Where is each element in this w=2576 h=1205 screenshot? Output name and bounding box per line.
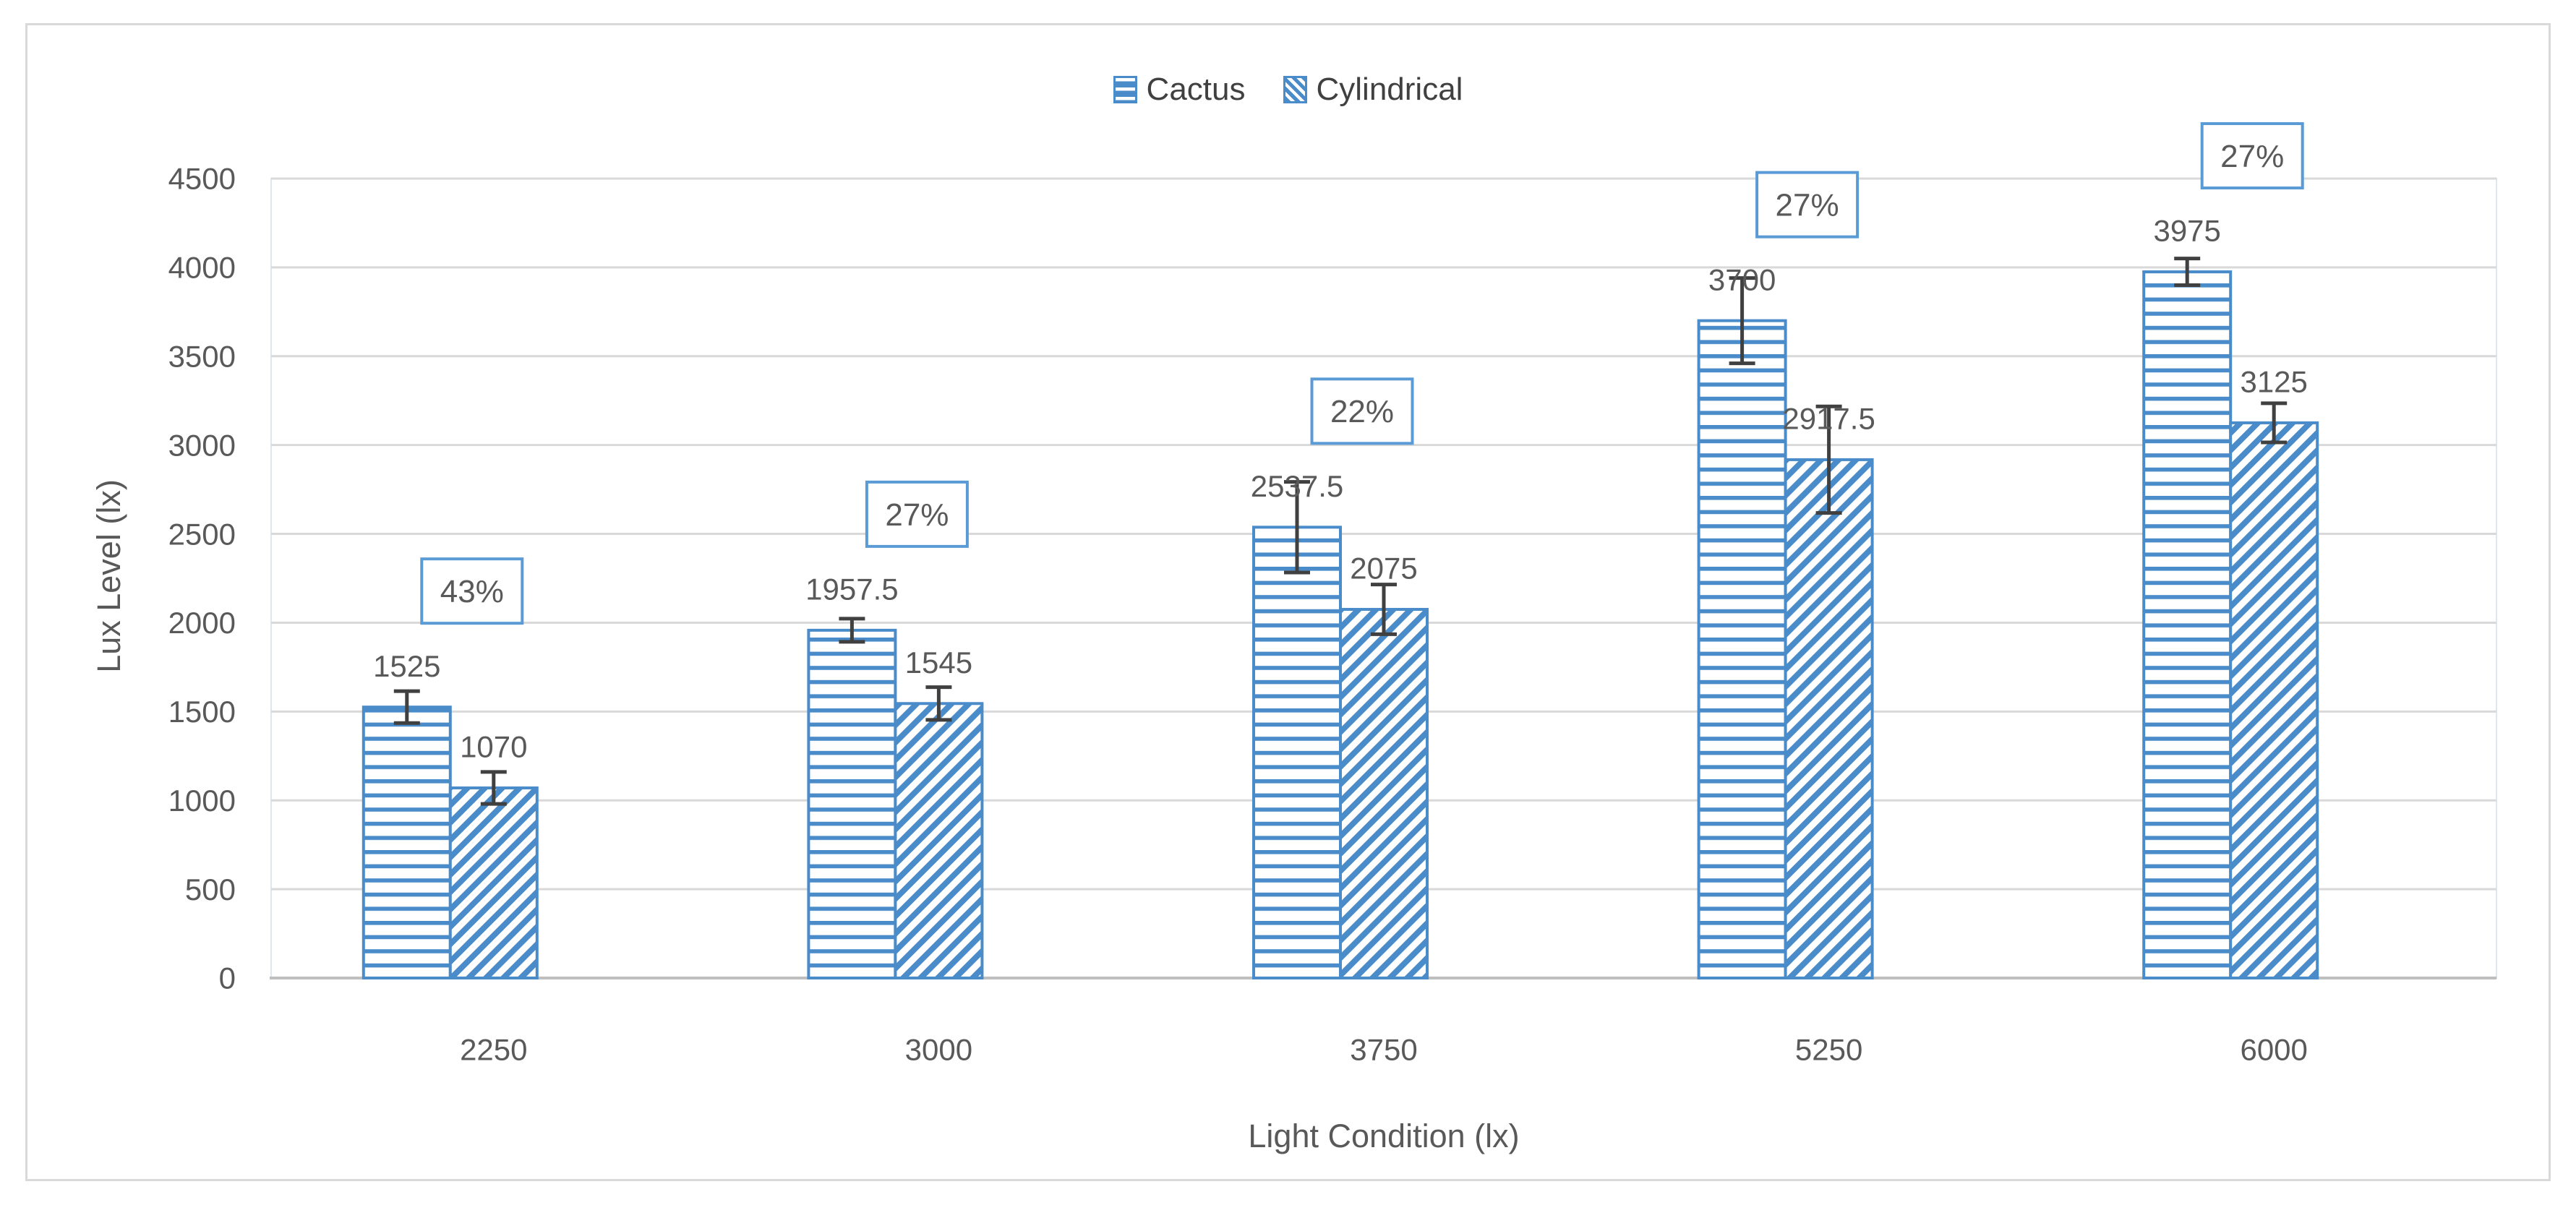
bar-cylindrical-3000[interactable] bbox=[894, 702, 984, 979]
y-tick-500: 500 bbox=[185, 872, 236, 906]
y-tick-4500: 4500 bbox=[168, 162, 236, 196]
x-tick-2250: 2250 bbox=[460, 1033, 527, 1067]
percent-box-3000[interactable] bbox=[865, 480, 969, 548]
data-label-cactus-6000: 3975 bbox=[2153, 214, 2220, 248]
legend-item-cactus[interactable]: Cactus bbox=[1113, 74, 1246, 106]
bar-cactus-6000[interactable] bbox=[2142, 270, 2233, 979]
data-label-cactus-3750: 2537.5 bbox=[1251, 469, 1343, 503]
percent-label-6000: 27% bbox=[2220, 139, 2284, 174]
percent-label-3000: 27% bbox=[885, 497, 949, 533]
x-tick-5250: 5250 bbox=[1795, 1033, 1862, 1067]
y-tick-3500: 3500 bbox=[168, 339, 236, 373]
legend-label: Cylindrical bbox=[1316, 72, 1463, 107]
error-bar-cylindrical-6000 bbox=[2261, 401, 2288, 445]
y-axis-title: Lux Level (lx) bbox=[90, 479, 127, 673]
data-label-cylindrical-5250: 2917.5 bbox=[1782, 402, 1875, 436]
data-label-cactus-2250: 1525 bbox=[373, 649, 440, 683]
error-bars bbox=[393, 257, 2288, 806]
data-labels: 1525 1957.5 2537.5 3700 3975 1070 1545 2075 2917… bbox=[373, 214, 2308, 764]
x-tick-3000: 3000 bbox=[905, 1033, 972, 1067]
bar-cylindrical-2250[interactable] bbox=[448, 786, 539, 980]
percent-box-5250[interactable] bbox=[1755, 171, 1860, 239]
error-bar-cactus-3000 bbox=[839, 617, 865, 644]
error-bar-cactus-5250 bbox=[1729, 276, 1755, 366]
y-tick-1000: 1000 bbox=[168, 784, 236, 818]
data-label-cylindrical-3000: 1545 bbox=[905, 646, 972, 679]
error-bar-cylindrical-2250 bbox=[480, 770, 507, 806]
error-bar-cylindrical-5250 bbox=[1815, 404, 1842, 515]
error-bar-cactus-2250 bbox=[393, 689, 420, 725]
legend: Cactus Cylindrical bbox=[0, 74, 2576, 106]
error-bar-cylindrical-3750 bbox=[1371, 583, 1397, 636]
legend-item-cylindrical[interactable]: Cylindrical bbox=[1283, 74, 1463, 106]
y-tick-0: 0 bbox=[219, 961, 236, 995]
bar-cactus-5250[interactable] bbox=[1697, 319, 1787, 980]
x-tick-6000: 6000 bbox=[2240, 1033, 2307, 1067]
bar-cylindrical-5250[interactable] bbox=[1784, 458, 1874, 979]
data-label-cylindrical-2250: 1070 bbox=[460, 730, 527, 764]
y-tick-2000: 2000 bbox=[168, 606, 236, 640]
axis-tick-labels: 0 500 1000 1500 2000 2500 3000 3500 4000 4500 2250… bbox=[168, 162, 2308, 1067]
y-tick-1500: 1500 bbox=[168, 695, 236, 729]
percent-box-2250[interactable] bbox=[420, 557, 524, 625]
percent-box-6000[interactable] bbox=[2200, 122, 2304, 190]
legend-swatch-horizontal-stripes-icon bbox=[1113, 76, 1137, 103]
bar-cylindrical-6000[interactable] bbox=[2229, 421, 2319, 979]
x-axis-title: Light Condition (lx) bbox=[1248, 1118, 1520, 1154]
y-tick-3000: 3000 bbox=[168, 428, 236, 462]
data-label-cactus-5250: 3700 bbox=[1708, 262, 1776, 296]
error-bar-cactus-3750 bbox=[1284, 480, 1310, 575]
bars bbox=[361, 270, 2319, 980]
x-tick-3750: 3750 bbox=[1350, 1033, 1417, 1067]
data-label-cylindrical-3750: 2075 bbox=[1350, 552, 1417, 586]
y-tick-4000: 4000 bbox=[168, 251, 236, 285]
y-tick-2500: 2500 bbox=[168, 517, 236, 551]
error-bar-cylindrical-3000 bbox=[925, 685, 952, 722]
percent-boxes: 43% 27% 22% 27% 27% bbox=[420, 122, 2304, 625]
bar-cactus-2250[interactable] bbox=[361, 706, 452, 979]
bar-cactus-3750[interactable] bbox=[1252, 526, 1342, 979]
percent-label-2250: 43% bbox=[440, 574, 504, 609]
data-label-cylindrical-6000: 3125 bbox=[2240, 365, 2307, 399]
percent-label-3750: 22% bbox=[1330, 394, 1394, 429]
bar-cactus-3000[interactable] bbox=[807, 628, 897, 979]
percent-label-5250: 27% bbox=[1776, 188, 1839, 223]
error-bar-cactus-6000 bbox=[2174, 257, 2201, 287]
data-label-cactus-3000: 1957.5 bbox=[805, 573, 898, 606]
bar-cylindrical-3750[interactable] bbox=[1339, 608, 1429, 979]
percent-box-3750[interactable] bbox=[1310, 377, 1414, 445]
legend-label: Cactus bbox=[1146, 72, 1246, 107]
legend-swatch-diagonal-stripes-icon bbox=[1283, 76, 1307, 103]
